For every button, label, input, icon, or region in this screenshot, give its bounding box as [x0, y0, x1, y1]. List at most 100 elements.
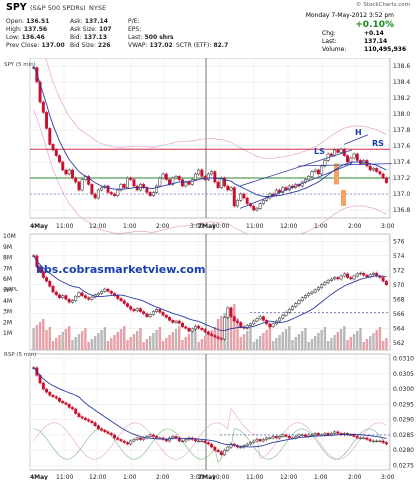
quote-label: High:: [6, 26, 22, 33]
volume-bar: [375, 330, 378, 350]
candle: [197, 440, 201, 443]
change-percent: +0.10%: [355, 20, 394, 30]
volume-bar: [32, 328, 35, 350]
candle: [138, 308, 142, 312]
candle: [155, 309, 159, 312]
volume-bar: [74, 337, 77, 350]
volume-bar: [210, 330, 213, 350]
quote-date: Monday 7-May-2012 3:52 pm: [305, 12, 394, 19]
volume-bar: [233, 304, 236, 350]
candle: [113, 434, 116, 439]
candle: [148, 192, 152, 196]
volume-bar: [64, 329, 68, 350]
x-tick-label: 10:00: [212, 223, 229, 230]
candle: [352, 153, 356, 159]
volume-bar: [368, 336, 372, 350]
candle: [87, 297, 91, 300]
candle: [371, 440, 375, 443]
volume-bar: [255, 339, 259, 350]
x-tick-label: 11:00: [56, 474, 73, 480]
candle: [316, 287, 320, 291]
candle: [365, 275, 369, 278]
quote-value: 137.56: [21, 26, 48, 33]
volume-bar: [48, 327, 52, 350]
quote-label: EPS:: [128, 26, 142, 33]
volume-bar: [68, 326, 71, 350]
volume-bar: [77, 334, 81, 350]
panel-frame: [29, 353, 391, 471]
candle: [90, 420, 94, 423]
candle: [381, 173, 385, 179]
volume-bar: [168, 335, 171, 350]
candle: [119, 184, 123, 191]
volume-bar: [132, 334, 136, 350]
volume-bar: [326, 341, 330, 350]
candle: [48, 128, 52, 145]
aapl-panel-label: AAPL: [4, 287, 19, 293]
volume-bar: [116, 332, 119, 350]
candle: [171, 320, 175, 323]
candle: [45, 112, 49, 129]
volume-bar: [304, 328, 307, 350]
candle: [187, 328, 191, 332]
quote-value: 137.00: [39, 42, 65, 49]
quote-header: SPY (S&P 500 SPDRs) NYSE © StockCharts.c…: [0, 0, 416, 58]
candle: [48, 391, 52, 396]
volume-bar: [356, 331, 359, 350]
candle: [310, 434, 314, 436]
candle: [142, 311, 146, 314]
main-panel-label: SPY (5 min): [4, 62, 36, 68]
moving-average: [33, 367, 387, 448]
y-tick-label: 568: [393, 296, 405, 303]
volume-bar: [129, 337, 132, 350]
quote-value: 110,495,936: [364, 46, 407, 53]
candle: [271, 323, 275, 328]
candle: [333, 431, 337, 434]
h-label: H: [355, 128, 362, 137]
candle: [164, 439, 168, 442]
candle: [242, 193, 246, 199]
y-tick-label: 572: [393, 267, 405, 274]
volume-bar: [323, 327, 327, 350]
candle: [155, 185, 159, 193]
x-tick-label: 7May: [198, 474, 216, 480]
quote-eps: EPS:: [128, 26, 141, 33]
volume-tick-label: 6M: [3, 276, 12, 283]
candle: [297, 300, 301, 304]
volume-bar: [294, 337, 297, 350]
candle: [151, 434, 155, 437]
candle: [278, 317, 282, 322]
candle: [80, 179, 84, 191]
volume-bar: [174, 329, 178, 350]
candle: [126, 442, 129, 445]
volume-bar: [207, 333, 210, 350]
candle: [274, 436, 278, 439]
candle: [206, 331, 210, 335]
x-tick-label: 3:00: [190, 223, 204, 230]
y-tick-label: 137.8: [393, 127, 410, 134]
candle: [261, 200, 265, 204]
volume-bar: [333, 335, 336, 350]
volume-bar: [281, 332, 285, 350]
candle: [375, 440, 379, 443]
candle: [297, 434, 301, 437]
quote-p-e: P/E:: [128, 18, 139, 25]
quote-high: High: 137.56: [6, 26, 47, 33]
candle: [304, 295, 307, 299]
y-tick-label: 570: [393, 282, 405, 289]
quote-value: 136.46: [19, 34, 45, 41]
volume-bar: [213, 327, 217, 350]
candle: [329, 278, 333, 281]
x-tick-label: 4May: [30, 474, 48, 480]
candle: [226, 307, 230, 318]
y-tick-label: 137.0: [393, 191, 410, 198]
y-tick-label: 138.4: [393, 79, 410, 86]
volume-bar: [142, 342, 145, 350]
candle: [200, 328, 204, 330]
volume-bar: [365, 339, 369, 350]
x-tick-label: 2:00: [156, 474, 170, 480]
volume-bar: [80, 331, 84, 350]
candle: [168, 317, 172, 321]
candle: [74, 177, 78, 183]
candle: [77, 413, 81, 417]
